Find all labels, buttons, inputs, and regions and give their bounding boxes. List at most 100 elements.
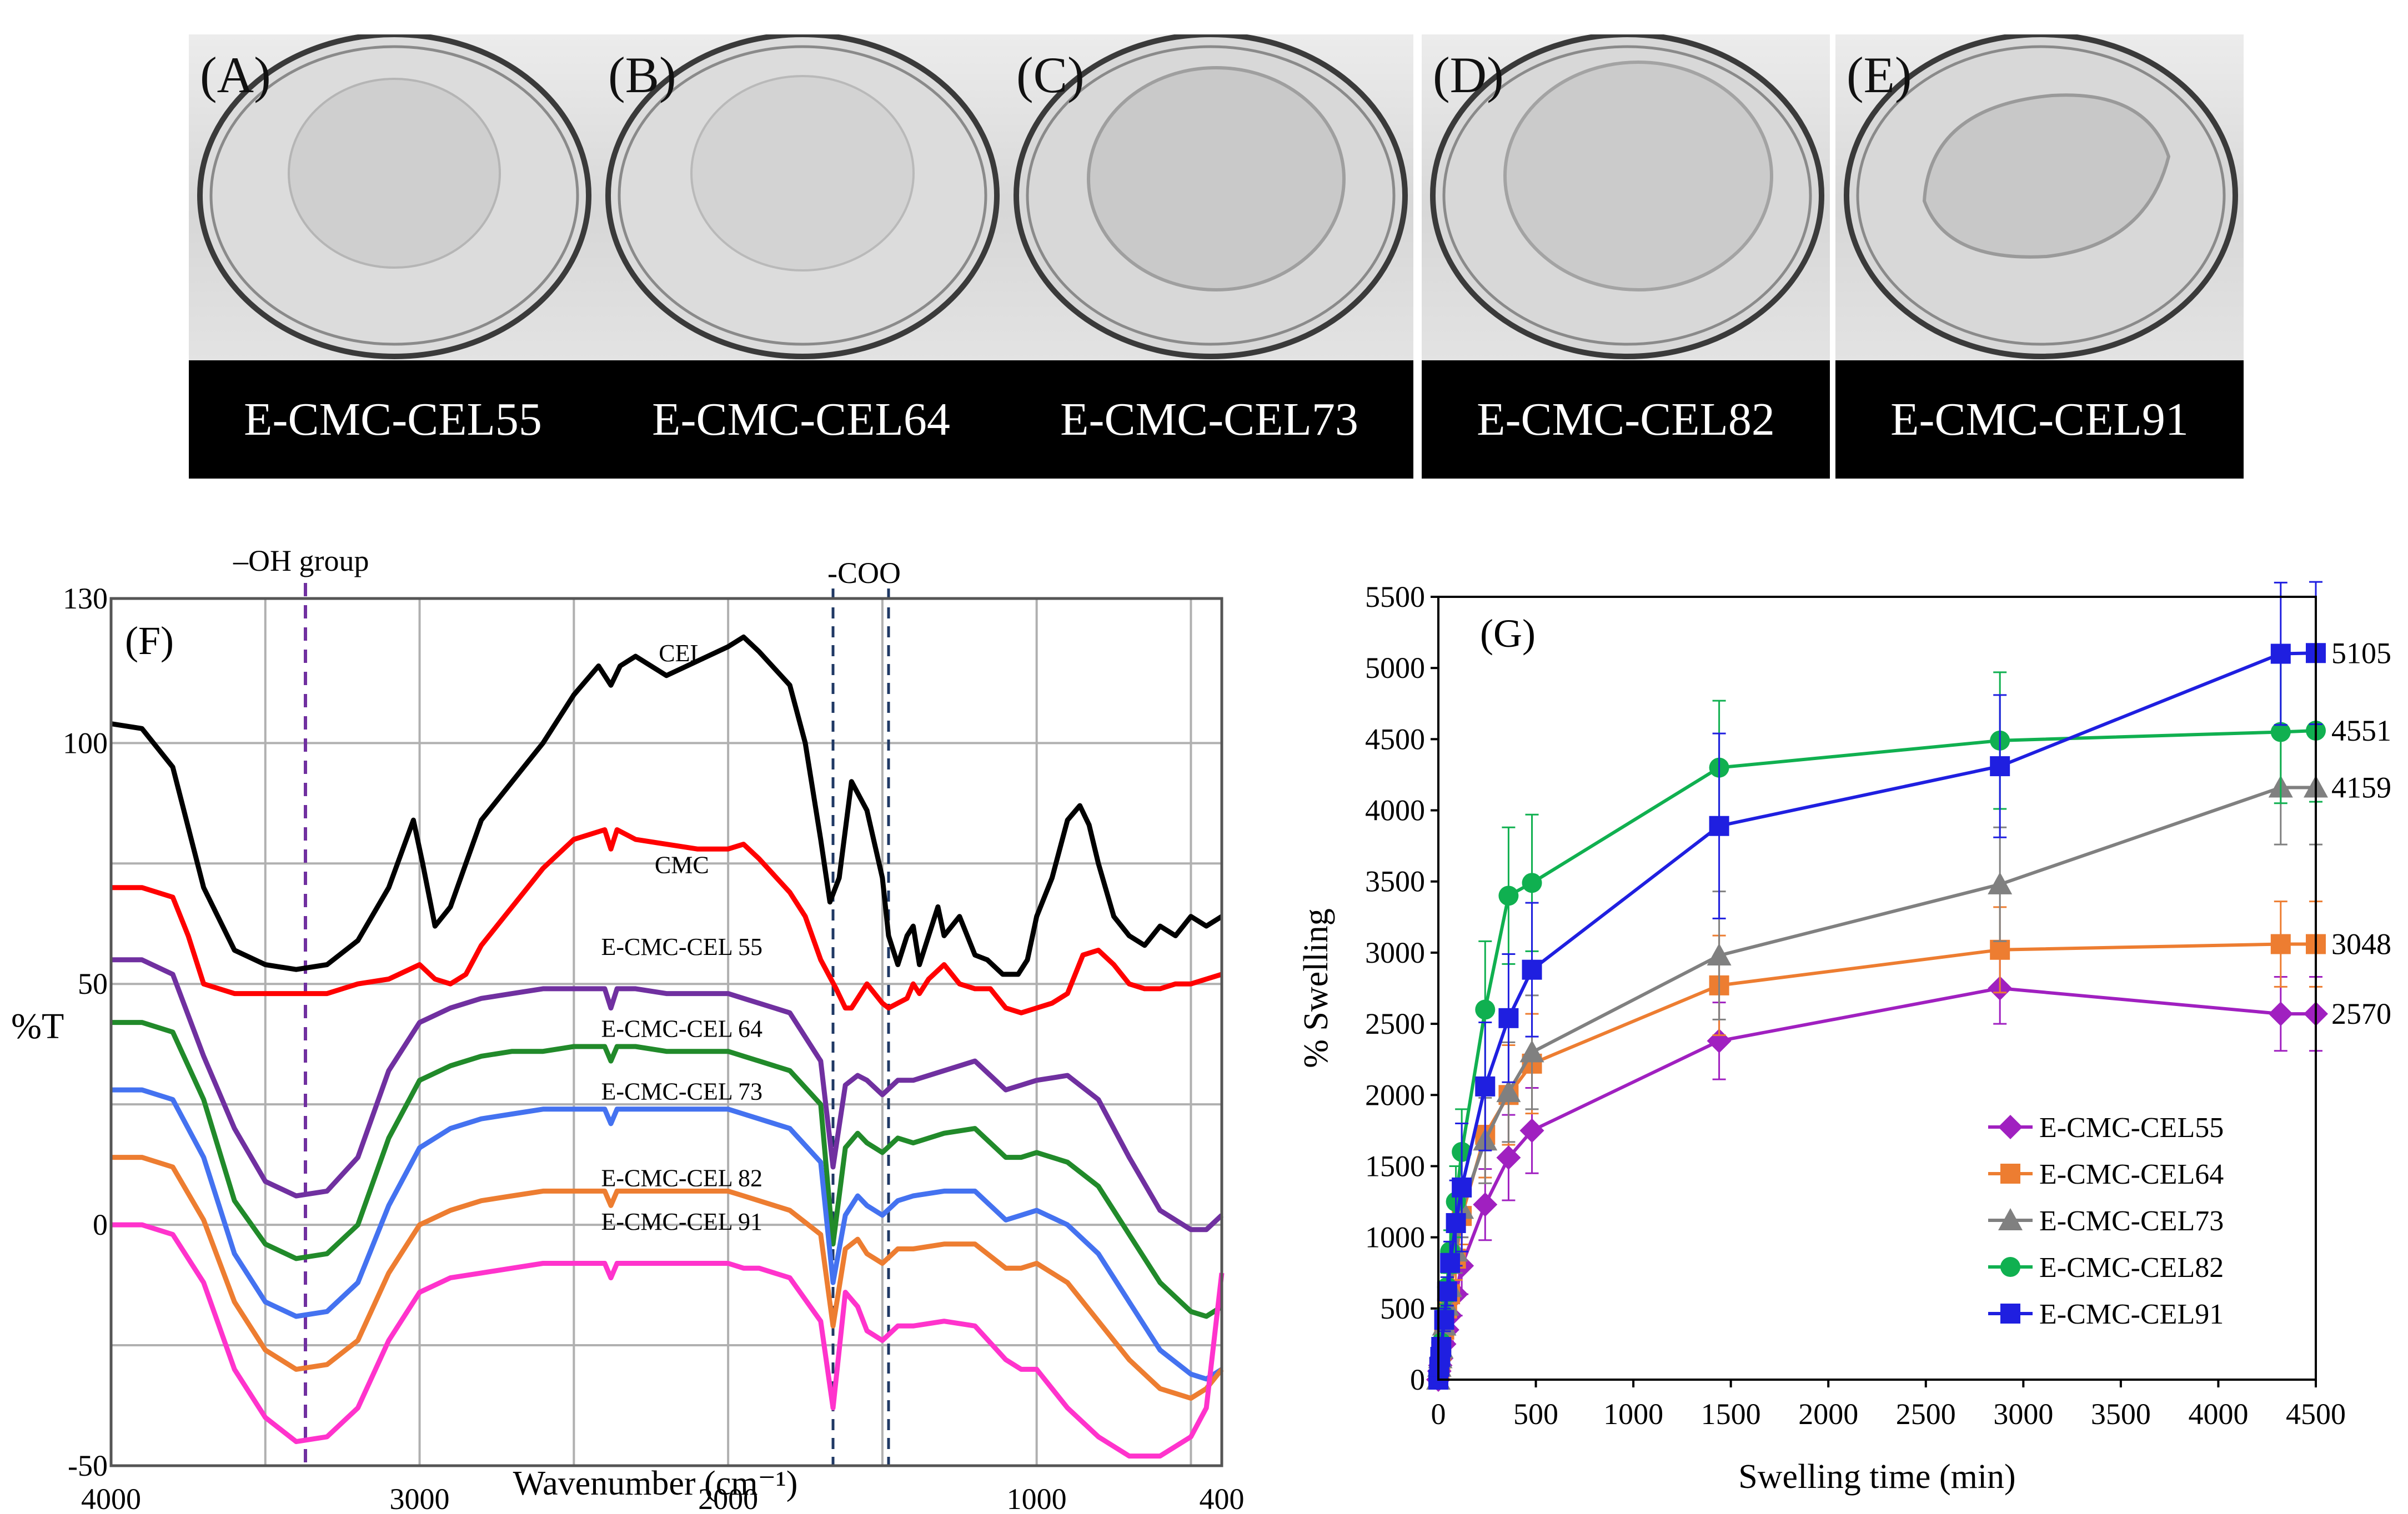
swelling-x-tick-label: 2000 bbox=[1798, 1397, 1858, 1431]
swelling-y-axis-label: % Swelling bbox=[1297, 908, 1335, 1068]
end-value-label: 2570 bbox=[2331, 997, 2391, 1030]
legend-label: E-CMC-CEL82 bbox=[2039, 1252, 2224, 1284]
swelling-x-tick-label: 1500 bbox=[1701, 1397, 1761, 1431]
legend-label: E-CMC-CEL73 bbox=[2039, 1205, 2224, 1237]
data-point bbox=[2270, 934, 2291, 954]
photo-panel-a: (A) E-CMC-CEL55 bbox=[189, 34, 597, 479]
legend-label: E-CMC-CEL91 bbox=[2039, 1299, 2224, 1330]
oh-group-annotation: –OH group bbox=[233, 544, 369, 577]
data-point bbox=[1990, 756, 2010, 777]
end-value-label: 4551 bbox=[2331, 714, 2391, 747]
petri-dish-image: (D) bbox=[1422, 34, 1830, 360]
swelling-y-tick-label: 5000 bbox=[1365, 651, 1425, 685]
ftir-grid bbox=[111, 598, 1222, 1466]
data-point bbox=[1452, 1177, 1472, 1198]
swelling-end-labels: 2570 3048 4159 4551 5105 bbox=[2331, 636, 2391, 1030]
ftir-y-tick-label: -50 bbox=[68, 1449, 108, 1482]
data-point bbox=[1434, 1310, 1454, 1330]
panel-label: (B) bbox=[608, 47, 676, 103]
swelling-y-tick-label: 5500 bbox=[1365, 580, 1425, 613]
legend-label: E-CMC-CEL64 bbox=[2039, 1159, 2224, 1190]
ftir-series-label: CEL bbox=[659, 640, 705, 667]
swelling-x-axis-label: Swelling time (min) bbox=[1738, 1458, 2015, 1496]
panel-label: (A) bbox=[200, 47, 271, 103]
ftir-x-tick-label: 400 bbox=[1200, 1482, 1245, 1514]
ftir-ticks: 4000 3000 2000 1000 400 130 100 50 0 -50 bbox=[63, 582, 1245, 1514]
data-point bbox=[1496, 1145, 1521, 1170]
data-point bbox=[1496, 1080, 1521, 1103]
ftir-series-line-5 bbox=[111, 1155, 1224, 1401]
swelling-x-tick-label: 4000 bbox=[2188, 1397, 2248, 1431]
data-point bbox=[1988, 872, 2013, 894]
legend-swatch-marker bbox=[2000, 1164, 2020, 1184]
swelling-x-tick-label: 4500 bbox=[2286, 1397, 2346, 1431]
ftir-series-labels: CEL CMC E-CMC-CEL 55 E-CMC-CEL 64 E-CMC-CEL … bbox=[601, 640, 762, 1235]
end-value-label: 5105 bbox=[2331, 636, 2391, 670]
photo-caption: E-CMC-CEL55 bbox=[189, 360, 597, 479]
panel-label: (E) bbox=[1847, 47, 1912, 103]
ftir-series-label: CMC bbox=[655, 852, 709, 879]
ftir-panel-label: (F) bbox=[125, 618, 174, 663]
photo-panel-d: (D) E-CMC-CEL82 bbox=[1422, 34, 1830, 479]
ftir-x-axis-label: Wavenumber (cm⁻¹) bbox=[513, 1465, 798, 1502]
swelling-y-tick-label: 2000 bbox=[1365, 1078, 1425, 1111]
legend-swatch-marker bbox=[2000, 1304, 2020, 1324]
petri-dish-image: (E) bbox=[1835, 34, 2244, 360]
data-point bbox=[1473, 1192, 1498, 1217]
ftir-y-tick-label: 100 bbox=[63, 726, 108, 759]
data-point bbox=[1519, 1040, 1544, 1063]
legend-swatch-marker bbox=[1998, 1115, 2023, 1139]
petri-dish-image: (B) bbox=[597, 34, 1005, 360]
data-point bbox=[1990, 939, 2010, 960]
ftir-x-tick-label: 4000 bbox=[81, 1482, 141, 1514]
coo-annotation: -COO bbox=[827, 556, 901, 590]
data-point bbox=[1498, 886, 1519, 906]
data-point bbox=[1709, 816, 1729, 836]
panel-label: (D) bbox=[1433, 47, 1504, 103]
ftir-x-tick-label: 3000 bbox=[390, 1482, 450, 1514]
swelling-y-tick-label: 500 bbox=[1380, 1292, 1425, 1325]
ftir-series-label: E-CMC-CEL 91 bbox=[601, 1208, 762, 1235]
data-point bbox=[1440, 1253, 1461, 1273]
ftir-y-tick-label: 50 bbox=[78, 967, 108, 1000]
ftir-series-label: E-CMC-CEL 55 bbox=[601, 933, 762, 960]
ftir-series-line-0 bbox=[111, 634, 1223, 977]
ftir-x-tick-label: 1000 bbox=[1007, 1482, 1067, 1514]
swelling-y-tick-label: 3500 bbox=[1365, 865, 1425, 898]
data-point bbox=[1446, 1213, 1466, 1233]
swelling-y-tick-label: 1500 bbox=[1365, 1149, 1425, 1183]
ftir-marker-lines bbox=[304, 583, 890, 1466]
swelling-x-tick-label: 3000 bbox=[1993, 1397, 2053, 1431]
ftir-y-axis-label: %T bbox=[11, 1006, 64, 1047]
swelling-y-tick-label: 4000 bbox=[1365, 794, 1425, 827]
swelling-series-2 bbox=[1426, 730, 2328, 1390]
swelling-x-tick-label: 1000 bbox=[1603, 1397, 1663, 1431]
ftir-y-tick-label: 0 bbox=[93, 1208, 108, 1241]
swelling-y-tick-label: 1000 bbox=[1365, 1221, 1425, 1254]
photo-panel-c: (C) E-CMC-CEL73 bbox=[1005, 34, 1413, 479]
legend-label: E-CMC-CEL55 bbox=[2039, 1112, 2224, 1144]
data-point bbox=[1475, 1076, 1496, 1096]
photo-panel-b: (B) E-CMC-CEL64 bbox=[597, 34, 1005, 479]
ftir-series-label: E-CMC-CEL 64 bbox=[601, 1015, 762, 1043]
swelling-y-tick-label: 3000 bbox=[1365, 936, 1425, 969]
ftir-y-tick-label: 130 bbox=[63, 582, 108, 615]
data-point bbox=[1522, 959, 1542, 980]
swelling-chart: 0 500 1000 1500 2000 2500 3000 3500 4000 4500 0 500… bbox=[1297, 580, 2391, 1496]
swelling-y-tick-label: 4500 bbox=[1365, 722, 1425, 756]
data-point bbox=[1498, 1008, 1519, 1028]
end-value-label: 4159 bbox=[2331, 771, 2391, 804]
swelling-x-tick-label: 500 bbox=[1513, 1397, 1558, 1431]
ftir-series-label: E-CMC-CEL 73 bbox=[601, 1078, 762, 1105]
swelling-legend: E-CMC-CEL55 E-CMC-CEL64 E-CMC-CEL73 E-CMC-C… bbox=[1988, 1112, 2224, 1330]
ftir-series-line-4 bbox=[111, 1087, 1223, 1382]
swelling-panel-label: (G) bbox=[1480, 611, 1536, 656]
swelling-plot-frame bbox=[1437, 596, 2317, 1381]
petri-dish-image: (A) bbox=[189, 34, 597, 360]
swelling-y-tick-label: 2500 bbox=[1365, 1007, 1425, 1040]
ftir-series-label: E-CMC-CEL 82 bbox=[601, 1165, 762, 1192]
swelling-axes: 0 500 1000 1500 2000 2500 3000 3500 4000 4500 0 500… bbox=[1365, 580, 2346, 1431]
swelling-x-tick-label: 0 bbox=[1431, 1397, 1446, 1431]
swelling-y-tick-label: 0 bbox=[1410, 1363, 1425, 1396]
data-point bbox=[1431, 1337, 1452, 1357]
